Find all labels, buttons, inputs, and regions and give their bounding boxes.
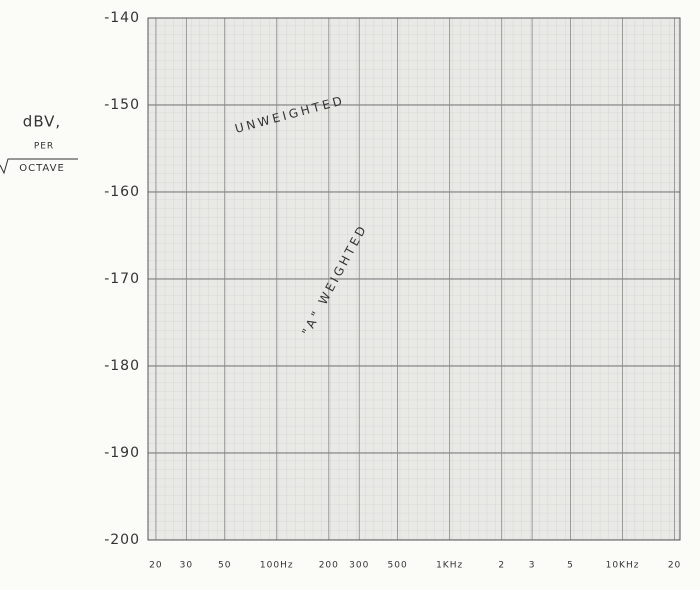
x-tick-label: 5 — [567, 561, 574, 571]
x-tick-label: 2 — [498, 561, 505, 571]
y-label: OCTAVE — [19, 163, 65, 174]
y-tick-label: -170 — [104, 271, 140, 287]
y-label: dBV, — [23, 113, 61, 131]
x-tick-label: 20 — [149, 561, 162, 571]
x-tick-label: 100Hz — [260, 561, 294, 571]
x-tick-label: 20 — [668, 561, 681, 571]
y-tick-label: -160 — [104, 184, 140, 200]
x-tick-label: 500 — [388, 561, 408, 571]
x-tick-label: 200 — [319, 561, 339, 571]
x-tick-label: 50 — [218, 561, 231, 571]
sqrt-sign — [0, 158, 78, 175]
y-label: PER — [34, 142, 54, 152]
y-tick-label: -200 — [104, 532, 140, 548]
x-tick-label: 30 — [180, 561, 193, 571]
x-tick-label: 300 — [349, 561, 369, 571]
y-tick-label: -180 — [104, 358, 140, 374]
x-tick-label: 1KHz — [436, 561, 463, 571]
y-tick-label: -150 — [104, 97, 140, 113]
x-tick-label: 3 — [529, 561, 536, 571]
y-tick-label: -190 — [104, 445, 140, 461]
plot-frame — [147, 17, 681, 541]
y-tick-label: -140 — [104, 10, 140, 26]
x-tick-label: 10KHz — [606, 561, 640, 571]
